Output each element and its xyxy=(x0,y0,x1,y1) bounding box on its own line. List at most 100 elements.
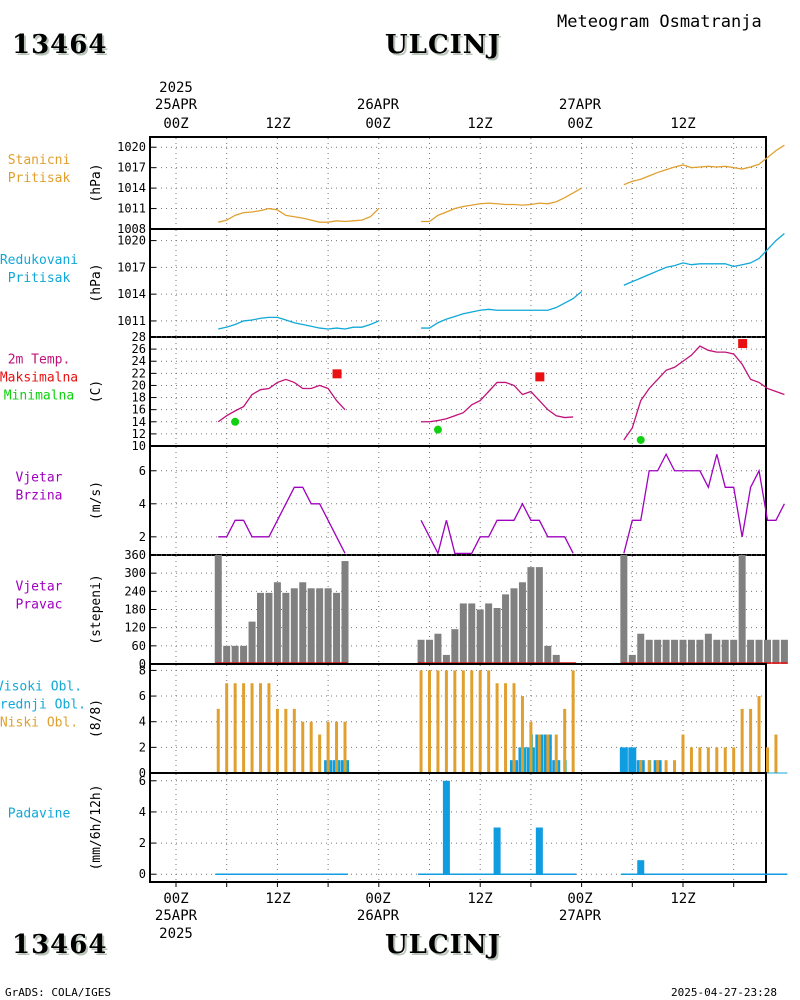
y-tick-label: 4 xyxy=(139,497,146,511)
wind-direction-bar xyxy=(214,555,222,664)
wind-direction-bar xyxy=(535,567,543,664)
precipitation-bar xyxy=(493,827,501,875)
cloud-low-bar xyxy=(732,747,736,773)
cloud-low-bar xyxy=(529,721,533,773)
panel-label: Stanicni xyxy=(8,153,71,168)
wind-direction-bar xyxy=(696,639,704,664)
wind-direction-bar xyxy=(747,639,755,664)
y-tick-label: 26 xyxy=(132,342,146,356)
cloud-high-bar xyxy=(628,747,637,773)
cloud-low-bar xyxy=(656,760,660,773)
panel-label: Pravac xyxy=(16,598,63,613)
cloud-low-bar xyxy=(495,683,499,773)
station-id-top: 13464 xyxy=(12,30,108,60)
cloud-low-bar xyxy=(250,683,254,773)
wind-direction-bar xyxy=(662,639,670,664)
wind-direction-bar xyxy=(628,654,636,664)
panel-label: 2m Temp. xyxy=(8,353,71,368)
cloud-low-bar xyxy=(453,670,457,773)
panel-unit-label: (m/s) xyxy=(89,481,104,520)
cloud-low-bar xyxy=(664,760,668,773)
cloud-low-bar xyxy=(259,683,262,773)
day-label-top: 25APR xyxy=(155,97,198,113)
panel-label: Niski Obl. xyxy=(0,716,78,731)
wind-direction-bar xyxy=(231,645,239,664)
wind-speed-line xyxy=(218,486,346,554)
station-id-bottom: 13464 xyxy=(12,930,108,960)
wind-direction-bar xyxy=(299,582,307,664)
y-tick-label: 24 xyxy=(132,354,146,368)
wind-direction-bar xyxy=(248,621,256,664)
wind-direction-bar xyxy=(730,639,738,664)
cloud-low-bar xyxy=(647,760,651,773)
wind-direction-bar xyxy=(637,633,645,664)
y-tick-label: 0 xyxy=(139,766,146,780)
wind-direction-bar xyxy=(417,639,425,664)
y-tick-label: 1020 xyxy=(117,234,146,248)
meteogram-subtitle: Meteogram Osmatranja xyxy=(557,12,762,32)
wind-direction-bar xyxy=(510,588,518,664)
cloud-low-bar xyxy=(242,683,246,773)
wind-direction-bar xyxy=(485,603,493,664)
cloud-low-bar xyxy=(706,747,710,773)
precipitation-bar xyxy=(637,860,645,875)
y-tick-label: 10 xyxy=(132,439,146,453)
day-label-bottom: 26APR xyxy=(357,908,400,924)
cloud-low-bar xyxy=(216,708,220,773)
y-tick-label: 60 xyxy=(132,639,146,653)
wind-direction-bar xyxy=(738,555,746,664)
wind-direction-bar xyxy=(654,639,662,664)
panel-frame xyxy=(149,445,767,556)
pressure-line xyxy=(623,144,785,186)
day-label-bottom: 25APR xyxy=(155,908,198,924)
y-tick-label: 1011 xyxy=(117,314,146,328)
wind-direction-bar xyxy=(324,588,332,664)
y-tick-label: 1017 xyxy=(117,161,146,175)
wind-direction-bar xyxy=(544,645,552,664)
y-tick-label: 1011 xyxy=(117,202,146,216)
y-tick-label: 6 xyxy=(139,689,146,703)
cloud-low-bar xyxy=(698,747,702,773)
y-tick-label: 1008 xyxy=(117,222,146,236)
cloud-low-bar xyxy=(689,747,693,773)
panel-frame xyxy=(149,772,767,883)
cloud-low-bar xyxy=(639,760,643,773)
wind-direction-bar xyxy=(620,555,628,664)
y-tick-label: 2 xyxy=(139,530,146,544)
pressure-line xyxy=(421,187,582,223)
y-tick-label: 20 xyxy=(132,378,146,392)
wind-direction-bar xyxy=(502,594,510,664)
y-tick-label: 120 xyxy=(124,621,146,635)
time-label-bottom: 12Z xyxy=(265,891,290,907)
wind-direction-bar xyxy=(713,639,721,664)
wind-direction-bar xyxy=(704,633,712,664)
render-timestamp: 2025-04-27-23:28 xyxy=(671,986,777,999)
panel-unit-label: (8/8) xyxy=(89,699,104,738)
cloud-low-bar xyxy=(715,747,719,773)
temp-max-marker xyxy=(332,369,342,379)
time-label-top: 00Z xyxy=(163,116,188,132)
y-tick-label: 0 xyxy=(139,867,146,881)
panel-label: Minimalna xyxy=(4,389,74,404)
wind-direction-bar xyxy=(671,639,679,664)
temp-max-marker xyxy=(738,339,748,349)
cloud-low-bar xyxy=(723,747,727,773)
cloud-low-bar xyxy=(267,683,271,773)
wind-direction-bar xyxy=(552,654,560,664)
cloud-low-bar xyxy=(461,670,465,773)
wind-direction-bar xyxy=(307,588,315,664)
y-tick-label: 1014 xyxy=(117,287,146,301)
cloud-low-bar xyxy=(318,734,322,773)
time-label-top: 00Z xyxy=(567,116,592,132)
cloud-low-bar xyxy=(225,683,229,773)
precipitation-bar xyxy=(535,827,543,875)
y-tick-label: 6 xyxy=(139,774,146,788)
wind-direction-bar xyxy=(333,592,341,664)
temp-min-marker xyxy=(636,435,645,444)
wind-direction-bar xyxy=(240,645,248,664)
wind-direction-bar xyxy=(265,592,273,664)
wind-direction-bar xyxy=(468,603,476,664)
time-label-bottom: 12Z xyxy=(670,891,695,907)
temperature-line xyxy=(623,345,785,441)
